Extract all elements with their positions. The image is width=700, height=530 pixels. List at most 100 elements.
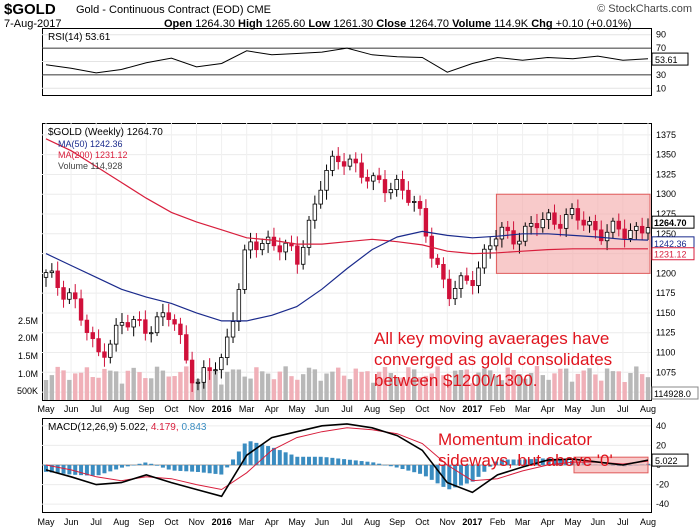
- volume-bar: [639, 374, 645, 400]
- macd-x-tick-label: Mar: [239, 517, 255, 527]
- volume-bar: [499, 380, 505, 400]
- candle-body: [634, 225, 639, 231]
- volume-bar: [458, 370, 464, 400]
- macd-histogram-bar: [336, 458, 341, 465]
- volume-bar: [336, 367, 341, 400]
- chg-label: Chg: [531, 18, 553, 30]
- candle-body: [482, 248, 487, 269]
- price-x-tick-label: Mar: [515, 404, 531, 414]
- candle-body: [254, 241, 259, 251]
- volume-bar: [371, 382, 376, 400]
- volume-bar: [49, 375, 55, 400]
- volume-bar: [295, 379, 300, 400]
- volume-bar: [166, 376, 171, 400]
- macd-histogram-bar: [172, 465, 177, 471]
- volume-bar: [236, 369, 242, 400]
- macd-tick-label: -40: [656, 499, 669, 509]
- macd-histogram-bar: [488, 465, 493, 467]
- price-tick-label: 1325: [656, 169, 676, 179]
- macd-signal-line: [45, 427, 649, 491]
- ma50-line: [45, 230, 649, 322]
- volume-bar: [569, 381, 575, 400]
- volume-bar: [289, 376, 294, 400]
- macd-x-tick-label: Jul: [341, 517, 353, 527]
- legend-ma200: MA(200) 1231.12: [58, 150, 128, 160]
- price-tick-label: 1250: [656, 229, 676, 239]
- ohlc-summary: Open 1264.30 High 1265.60 Low 1261.30 Cl…: [164, 18, 632, 30]
- candle-body: [125, 322, 131, 328]
- macd-x-tick-label: Aug: [640, 517, 656, 527]
- macd-histogram-bar: [441, 465, 446, 487]
- volume-bar: [353, 368, 358, 400]
- candle-body: [645, 227, 651, 234]
- volume-bar: [604, 368, 610, 400]
- price-x-tick-label: Feb: [490, 404, 506, 414]
- volume-bar: [552, 373, 557, 400]
- macd-histogram-bar: [453, 465, 458, 488]
- candle-body: [201, 367, 207, 383]
- quote-date: 7-Aug-2017: [4, 18, 62, 30]
- volume-bar: [546, 379, 551, 400]
- candle-body: [178, 323, 183, 336]
- volume-bar: [517, 373, 522, 400]
- candle-body: [189, 359, 195, 384]
- macd-histogram-bar: [277, 450, 282, 465]
- volume-bar: [587, 368, 592, 400]
- volume-bar: [154, 366, 160, 400]
- candle-body: [67, 292, 72, 300]
- candle-body: [604, 231, 610, 242]
- volume-bar: [376, 371, 382, 400]
- volume-tag-label: 114928.0: [654, 389, 691, 399]
- volume-bar: [318, 380, 323, 400]
- macd-histogram-bar: [201, 465, 206, 473]
- volume-bar: [330, 371, 335, 400]
- macd-histogram-bar: [353, 460, 358, 465]
- volume-bar: [277, 371, 282, 400]
- volume-bar: [160, 370, 166, 400]
- macd-histogram-bar: [318, 456, 323, 465]
- rsi-line: [45, 47, 649, 74]
- candle-body: [271, 236, 277, 247]
- macd-histogram-bar: [149, 463, 154, 465]
- macd-x-tick-label: Nov: [188, 517, 205, 527]
- macd-histogram-bar: [195, 465, 200, 472]
- volume-bar: [511, 369, 516, 400]
- candle-body: [563, 214, 569, 229]
- volume-bar: [265, 373, 271, 400]
- volume-bar: [271, 379, 277, 400]
- candle-body: [587, 221, 592, 226]
- low-label: Low: [308, 18, 331, 30]
- price-tick-label: 1350: [656, 150, 676, 160]
- volume-bar: [388, 373, 394, 400]
- macd-x-tick-label: Jun: [591, 517, 606, 527]
- low-value: 1261.30: [333, 18, 374, 30]
- candle-body: [213, 369, 218, 372]
- volume-bar: [172, 376, 177, 400]
- macd-histogram-bar: [155, 465, 160, 466]
- macd-histogram-bar: [61, 465, 66, 474]
- volume-value: 114.9K: [494, 18, 529, 30]
- candle-body: [160, 312, 166, 318]
- volume-bar: [55, 366, 60, 400]
- macd-line: [45, 423, 649, 498]
- macd-histogram-bar: [166, 465, 171, 470]
- volume-bar: [540, 375, 545, 400]
- macd-histogram-bar: [231, 459, 236, 465]
- volume-bar: [599, 380, 604, 400]
- price-x-tick-label: Nov: [439, 404, 456, 414]
- candle-body: [616, 220, 621, 230]
- price-annotation-line: All key moving avaerages have: [374, 329, 609, 348]
- macd-title-value: 5.022,: [120, 422, 148, 433]
- price-tag-label: 1231.12: [654, 250, 687, 260]
- macd-histogram-bar: [529, 459, 534, 465]
- macd-x-tick-label: Apr: [541, 517, 555, 527]
- macd-histogram-bar: [207, 465, 212, 474]
- close-value: 1264.70: [409, 18, 450, 30]
- legend-ma50: MA(50) 1242.36: [58, 139, 123, 149]
- macd-x-tick-label: Jul: [90, 517, 102, 527]
- macd-histogram-bar: [131, 465, 136, 466]
- volume-bar: [563, 368, 569, 400]
- candle-body: [84, 319, 90, 333]
- macd-histogram-bar: [266, 446, 271, 465]
- volume-bar: [84, 367, 90, 400]
